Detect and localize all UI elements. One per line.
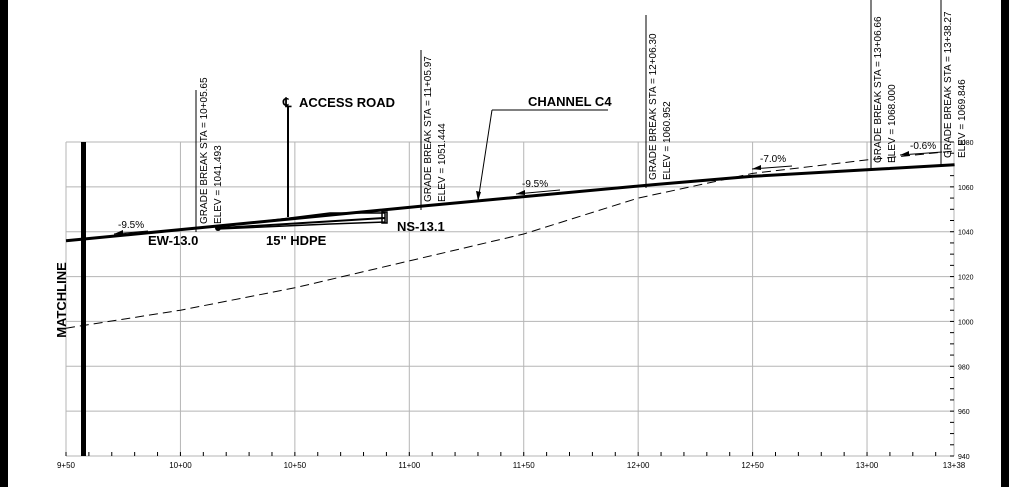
grade-break-3-station: GRADE BREAK STA = 12+06.30 <box>648 33 659 180</box>
elevation-tick-label: 1000 <box>958 319 974 326</box>
station-tick-labels: 9+50 10+00 10+50 11+00 11+50 12+00 12+50 13+00 1… <box>57 461 966 470</box>
elevation-tick-label: 1040 <box>958 230 974 237</box>
station-tick-label: 13+38 <box>943 461 966 470</box>
station-tick-label: 11+00 <box>398 461 420 470</box>
channel-callout: CHANNEL C4 <box>476 94 612 202</box>
centerline-symbol: ℄ <box>282 95 292 110</box>
pipe-label: 15" HDPE <box>266 233 327 248</box>
grade-break-2: GRADE BREAK STA = 11+05.97 ELEV = 1051.4… <box>420 50 448 210</box>
slope-label-1: -9.5% <box>113 220 149 235</box>
slope-3-text: -7.0% <box>760 154 786 165</box>
grade-break-5: GRADE BREAK STA = 13+38.27 ELEV = 1069.8… <box>940 0 968 165</box>
matchline-label: MATCHLINE <box>54 262 69 338</box>
channel-label: CHANNEL C4 <box>528 94 612 109</box>
slope-2-text: -9.5% <box>522 179 548 190</box>
elevation-tick-label: 1080 <box>958 140 974 147</box>
grade-break-1-station: GRADE BREAK STA = 10+05.65 <box>199 77 210 224</box>
grade-break-1: GRADE BREAK STA = 10+05.65 ELEV = 1041.4… <box>195 77 224 232</box>
proposed-grade-line <box>65 163 955 243</box>
station-tick-label: 12+50 <box>741 461 764 470</box>
station-tick-label: 10+50 <box>284 461 307 470</box>
profile-grid <box>65 141 955 457</box>
slope-label-3: -7.0% <box>751 154 793 170</box>
matchline-bar <box>81 142 86 456</box>
sheet-border-right <box>1001 0 1009 487</box>
slope-label-4: -0.6% <box>899 141 943 156</box>
slope-4-text: -0.6% <box>910 141 936 152</box>
elevation-tick-label: 940 <box>958 454 970 461</box>
grade-break-2-elevation: ELEV = 1051.444 <box>437 123 448 202</box>
access-road-callout: ℄ ACCESS ROAD <box>282 95 395 217</box>
access-road-label: ACCESS ROAD <box>299 95 395 110</box>
grade-break-4: GRADE BREAK STA = 13+06.66 ELEV = 1068.0… <box>870 0 898 170</box>
slope-1-text: -9.5% <box>118 220 144 231</box>
station-tick-label: 11+50 <box>513 461 535 470</box>
station-tick-label: 12+00 <box>627 461 650 470</box>
hdpe-pipe <box>215 211 388 231</box>
elevation-tick-label: 1060 <box>958 185 974 192</box>
grade-break-4-elevation: ELEV = 1068.000 <box>887 84 898 163</box>
grade-break-3: GRADE BREAK STA = 12+06.30 ELEV = 1060.9… <box>645 15 673 188</box>
elevation-tick-label: 960 <box>958 409 970 416</box>
station-tick-label: 10+00 <box>169 461 192 470</box>
grade-break-3-elevation: ELEV = 1060.952 <box>662 101 673 180</box>
slope-label-2: -9.5% <box>515 179 561 195</box>
existing-ground-line <box>65 150 955 329</box>
elevation-tick-labels: 1080 1060 1040 1020 1000 980 960 940 <box>958 140 974 461</box>
grade-break-1-elevation: ELEV = 1041.493 <box>213 145 224 224</box>
station-tick-label: 9+50 <box>57 461 76 470</box>
sheet-border-left <box>0 0 8 487</box>
grade-break-5-station: GRADE BREAK STA = 13+38.27 <box>943 11 954 158</box>
grade-break-5-elevation: ELEV = 1069.846 <box>957 79 968 158</box>
grade-break-4-station: GRADE BREAK STA = 13+06.66 <box>873 16 884 163</box>
elevation-tick-label: 1020 <box>958 275 974 282</box>
ew-structure-label: EW-13.0 <box>148 233 198 248</box>
station-tick-label: 13+00 <box>856 461 879 470</box>
ns-structure-label: NS-13.1 <box>397 219 445 234</box>
grade-break-2-station: GRADE BREAK STA = 11+05.97 <box>423 56 434 202</box>
elevation-tick-label: 980 <box>958 364 970 371</box>
